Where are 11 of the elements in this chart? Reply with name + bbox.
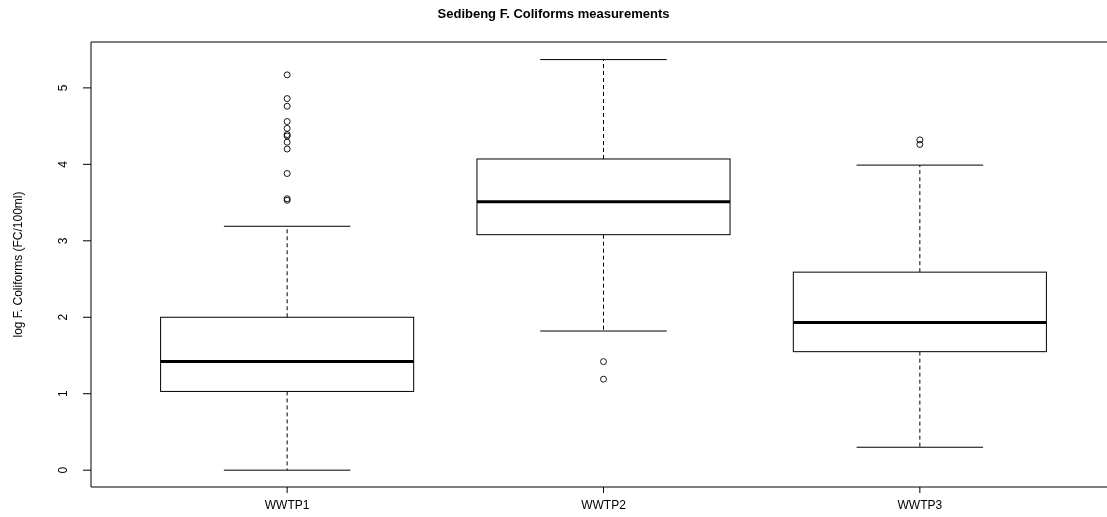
chart-title: Sedibeng F. Coliforms measurements: [437, 6, 670, 21]
y-tick-label: 3: [56, 237, 70, 245]
y-tick-label: 2: [56, 313, 70, 321]
x-tick-label: WWTP1: [264, 498, 310, 512]
y-tick-label: 0: [56, 466, 70, 474]
x-tick-label: WWTP2: [581, 498, 627, 512]
y-tick-label: 5: [56, 84, 70, 92]
y-axis-title: log F. Coliforms (FC/100ml): [11, 191, 25, 338]
x-tick-label: WWTP3: [897, 498, 943, 512]
y-tick-label: 1: [56, 390, 70, 398]
y-tick-label: 4: [56, 160, 70, 168]
